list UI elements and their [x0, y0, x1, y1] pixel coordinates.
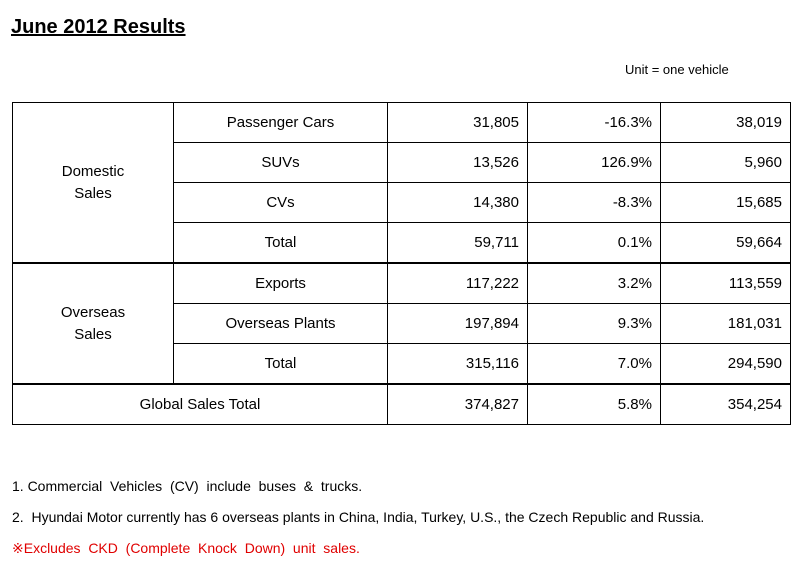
cell-change: 0.1%: [527, 222, 661, 264]
table-row: Overseas Sales Exports 117,222 3.2% 113,…: [12, 262, 791, 385]
cell-units: 59,711: [387, 222, 528, 264]
cell-units: 374,827: [387, 383, 528, 425]
overseas-label-line2: Sales: [74, 325, 112, 343]
row-category: CVs: [173, 182, 388, 223]
table-row: SUVs 13,526 126.9% 5,960: [13, 142, 791, 183]
cell-units: 13,526: [387, 142, 528, 183]
cell-prior: 59,664: [660, 222, 791, 264]
global-total-label: Global Sales Total: [12, 383, 388, 425]
table-row: Total 59,711 0.1% 59,664: [13, 222, 791, 264]
cell-change: 5.8%: [527, 383, 661, 425]
cell-prior: 113,559: [660, 262, 791, 304]
cell-prior: 181,031: [660, 303, 791, 344]
footnote-2: 2. Hyundai Motor currently has 6 oversea…: [12, 509, 705, 525]
table-row: Domestic Sales Passenger Cars 31,805 -16…: [12, 102, 791, 264]
row-category: SUVs: [173, 142, 388, 183]
cell-prior: 354,254: [660, 383, 791, 425]
cell-change: -16.3%: [527, 102, 661, 143]
cell-change: 9.3%: [527, 303, 661, 344]
footnotes: 1. Commercial Vehicles (CV) include buse…: [12, 477, 704, 570]
cell-units: 14,380: [387, 182, 528, 223]
table-row: Overseas Plants 197,894 9.3% 181,031: [13, 303, 791, 344]
row-category: Passenger Cars: [173, 102, 388, 143]
page-title: June 2012 Results: [11, 16, 186, 38]
cell-units: 197,894: [387, 303, 528, 344]
overseas-sales-label: Overseas Sales: [12, 262, 174, 385]
footnote-ckd: ※Excludes CKD (Complete Knock Down) unit…: [12, 540, 360, 556]
cell-change: 7.0%: [527, 343, 661, 385]
cell-units: 117,222: [387, 262, 528, 304]
table-row: Global Sales Total 374,827 5.8% 354,254: [12, 383, 791, 425]
row-category: Overseas Plants: [173, 303, 388, 344]
cell-units: 315,116: [387, 343, 528, 385]
table-row: CVs 14,380 -8.3% 15,685: [13, 182, 791, 223]
overseas-label-line1: Overseas: [60, 303, 126, 321]
row-category: Total: [173, 343, 388, 385]
domestic-label-line1: Domestic: [61, 162, 125, 180]
cell-change: -8.3%: [527, 182, 661, 223]
cell-change: 3.2%: [527, 262, 661, 304]
cell-prior: 38,019: [660, 102, 791, 143]
footnote-1: 1. Commercial Vehicles (CV) include buse…: [12, 478, 363, 494]
row-category: Exports: [173, 262, 388, 304]
cell-prior: 15,685: [660, 182, 791, 223]
cell-prior: 294,590: [660, 343, 791, 385]
results-table: Domestic Sales Passenger Cars 31,805 -16…: [12, 102, 791, 425]
cell-units: 31,805: [387, 102, 528, 143]
table-row: Total 315,116 7.0% 294,590: [13, 343, 791, 385]
unit-label: Unit = one vehicle: [625, 62, 729, 77]
cell-change: 126.9%: [527, 142, 661, 183]
row-category: Total: [173, 222, 388, 264]
cell-prior: 5,960: [660, 142, 791, 183]
domestic-label-line2: Sales: [74, 184, 112, 202]
domestic-sales-label: Domestic Sales: [12, 102, 174, 264]
